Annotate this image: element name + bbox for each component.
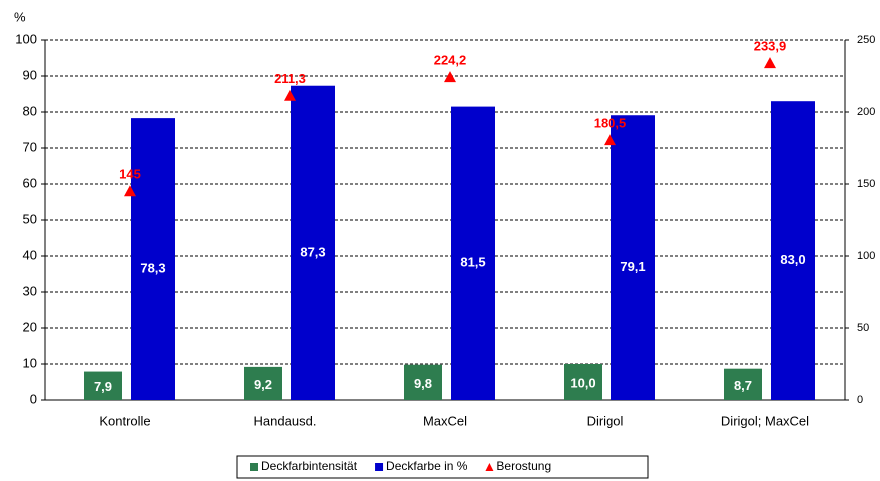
y-tick-label: 70 xyxy=(23,139,37,154)
x-tick-label: Dirigol; MaxCel xyxy=(721,413,809,428)
y2-tick-label: 200 xyxy=(857,106,875,118)
value-label: 211,3 xyxy=(274,71,306,86)
value-label: 78,3 xyxy=(140,260,165,275)
y2-tick-label: 150 xyxy=(857,178,875,190)
value-label: 83,0 xyxy=(780,252,805,267)
x-tick-label: Kontrolle xyxy=(99,413,150,428)
value-label: 145 xyxy=(119,167,141,182)
y-tick-label: 20 xyxy=(23,319,37,334)
y-tick-label: 0 xyxy=(30,391,37,406)
y-tick-label: 30 xyxy=(23,283,37,298)
value-label: 180,5 xyxy=(594,116,627,131)
bar xyxy=(131,118,175,400)
marker xyxy=(764,57,776,68)
legend-swatch xyxy=(250,463,258,471)
y-tick-label: 40 xyxy=(23,247,37,262)
y-tick-label: 10 xyxy=(23,355,37,370)
legend-label: Deckfarbintensität xyxy=(261,459,358,473)
value-label: 233,9 xyxy=(754,39,787,54)
y-tick-label: 80 xyxy=(23,103,37,118)
y2-tick-label: 50 xyxy=(857,322,869,334)
bar xyxy=(291,86,335,400)
bar xyxy=(611,115,655,400)
y-tick-label: 60 xyxy=(23,175,37,190)
chart: % 0 10 20 30 40 50 60 70 80 90 100 0 50 100 150 200 250 K… xyxy=(0,0,880,481)
x-tick-label: MaxCel xyxy=(423,413,467,428)
y-tick-label: 50 xyxy=(23,211,37,226)
bar xyxy=(451,107,495,400)
y-tick-label: 100 xyxy=(15,31,37,46)
value-label: 81,5 xyxy=(460,255,485,270)
x-tick-label: Dirigol xyxy=(587,413,624,428)
legend-label: Deckfarbe in % xyxy=(386,459,468,473)
value-label: 9,8 xyxy=(414,376,432,391)
value-label: 87,3 xyxy=(300,244,325,259)
legend-label: Berostung xyxy=(496,459,551,473)
bar xyxy=(771,101,815,400)
x-tick-label: Handausd. xyxy=(254,413,317,428)
value-label: 224,2 xyxy=(434,53,467,68)
legend-swatch xyxy=(375,463,383,471)
y2-tick-label: 0 xyxy=(857,394,863,406)
marker xyxy=(444,71,456,82)
value-label: 8,7 xyxy=(734,378,752,393)
value-label: 10,0 xyxy=(570,375,595,390)
value-label: 7,9 xyxy=(94,379,112,394)
y-tick-label: 90 xyxy=(23,67,37,82)
y2-tick-label: 100 xyxy=(857,250,875,262)
y-axis-label: % xyxy=(14,9,26,24)
value-label: 9,2 xyxy=(254,377,272,392)
y2-tick-label: 250 xyxy=(857,34,875,46)
value-label: 79,1 xyxy=(620,259,645,274)
